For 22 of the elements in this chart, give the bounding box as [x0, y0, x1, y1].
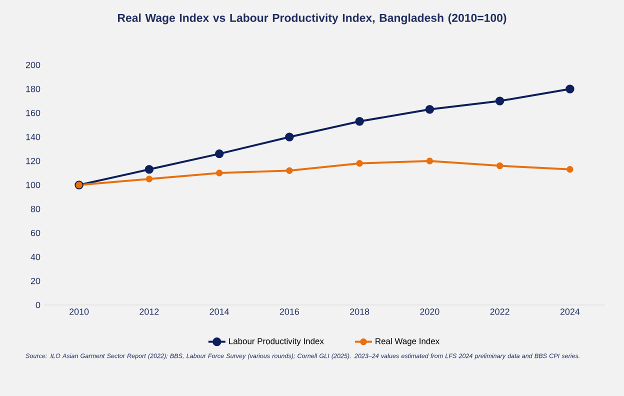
- y-tick-label: 100: [26, 182, 40, 188]
- x-tick-label: 2018: [350, 308, 370, 315]
- y-tick-label: 160: [26, 110, 40, 116]
- y-tick-label: 120: [26, 158, 40, 164]
- x-tick-label: 2020: [420, 308, 440, 315]
- y-tick-label: 40: [30, 254, 40, 260]
- y-tick-label: 140: [26, 134, 40, 140]
- y-tick-label: 0: [36, 302, 40, 308]
- y-tick-label: 200: [26, 62, 40, 68]
- x-tick-label: 2010: [70, 308, 89, 315]
- x-tick-label: 2016: [280, 308, 300, 315]
- y-tick-label: 80: [30, 206, 40, 212]
- x-tick-label: 2014: [210, 308, 230, 315]
- y-tick-label: 20: [30, 278, 40, 284]
- y-tick-label: 180: [26, 86, 40, 92]
- x-tick-label: 2022: [490, 308, 510, 315]
- y-tick-label: 60: [30, 230, 40, 236]
- x-tick-label: 2012: [140, 308, 159, 315]
- chart-title: Real Wage Index vs Labour Productivity Index, Bangladesh (2010=100): [118, 14, 506, 24]
- legend-label: Labour Productivity Index: [229, 338, 324, 346]
- legend-label: Real Wage Index: [376, 338, 440, 346]
- x-tick-label: 2024: [560, 308, 580, 315]
